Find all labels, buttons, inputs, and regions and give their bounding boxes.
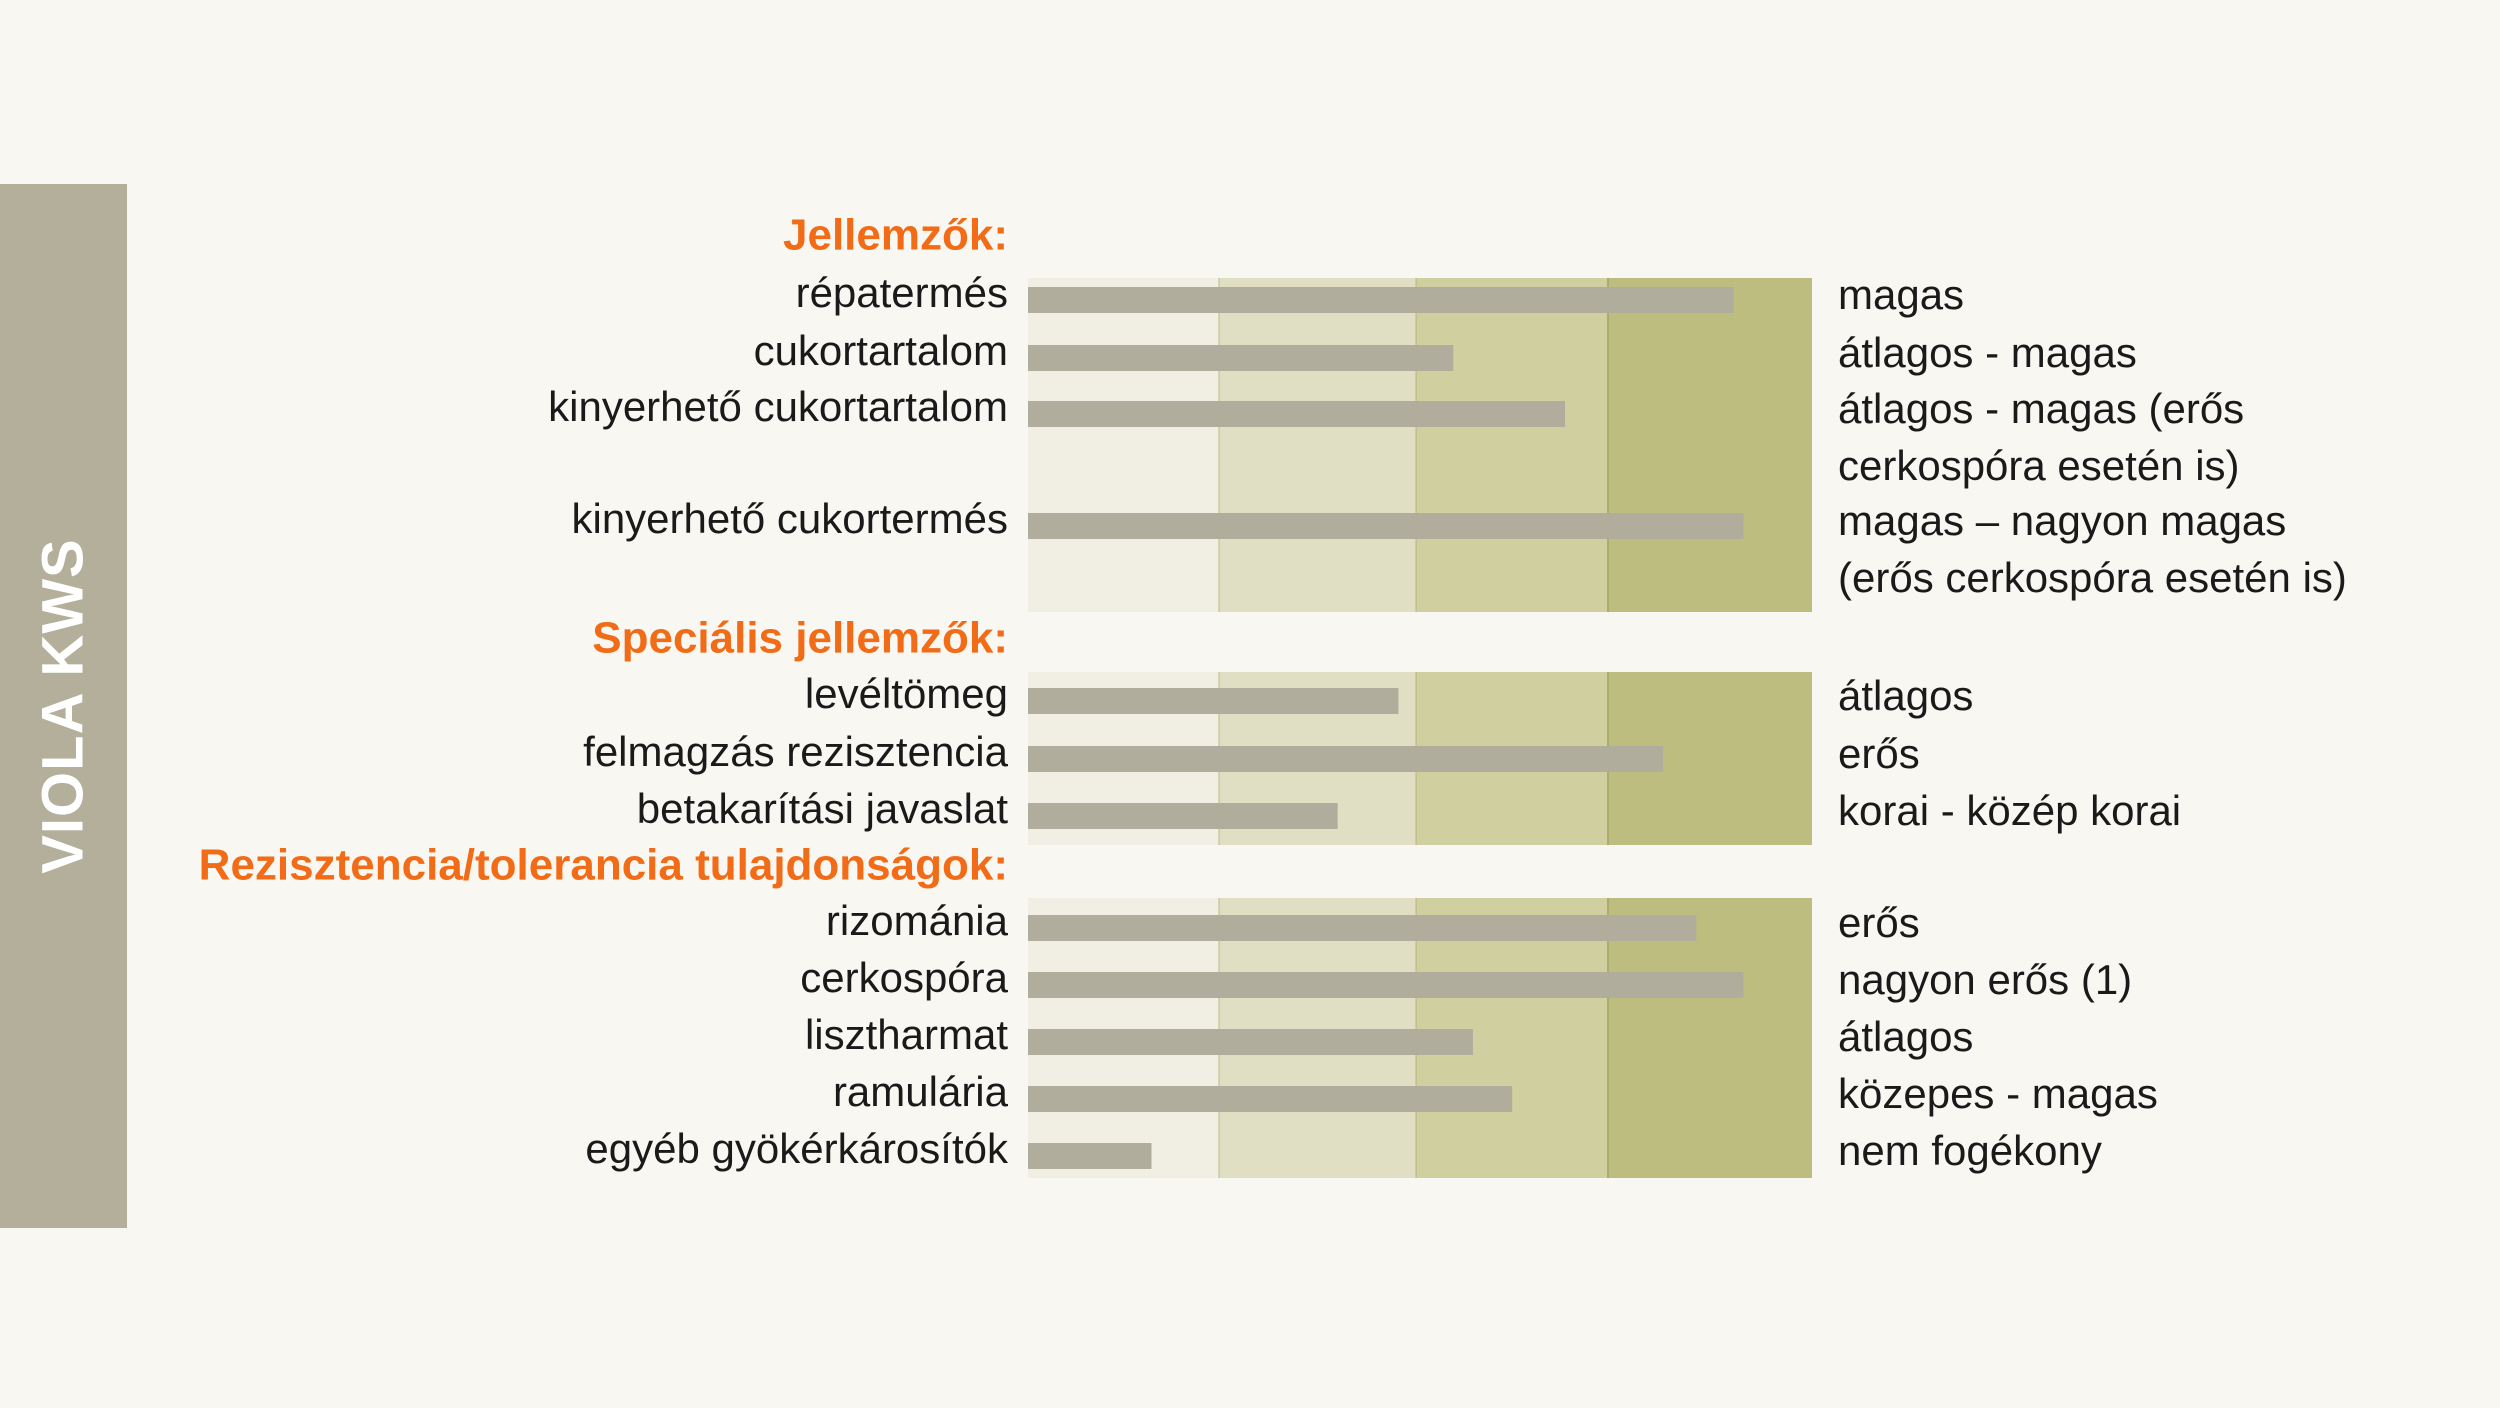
row-label: lisztharmat	[805, 1011, 1008, 1058]
rating-bar	[1028, 688, 1399, 714]
rating-text: átlagos	[1838, 1013, 1973, 1060]
side-band	[0, 184, 127, 1228]
rating-bar	[1028, 1086, 1513, 1112]
zone-band	[1219, 278, 1416, 612]
group-heading: Jellemzők:	[783, 211, 1008, 260]
rating-text: nagyon erős (1)	[1838, 956, 2132, 1003]
row-label: kinyerhető cukortermés	[571, 495, 1008, 542]
rating-text: erős	[1838, 730, 1920, 777]
group-heading: Speciális jellemzők:	[592, 614, 1008, 663]
rating-text: magas	[1838, 271, 1964, 318]
zone-band	[1028, 278, 1219, 612]
rating-bar	[1028, 345, 1454, 371]
rating-text: cerkospóra esetén is)	[1838, 442, 2240, 489]
row-label: rizománia	[826, 897, 1009, 944]
row-label: cerkospóra	[800, 954, 1008, 1001]
rating-bar	[1028, 915, 1697, 941]
row-label: levéltömeg	[805, 670, 1008, 717]
rating-bar	[1028, 1143, 1152, 1169]
row-label: répatermés	[796, 269, 1008, 316]
group-heading: Rezisztencia/tolerancia tulajdonságok:	[199, 841, 1008, 890]
rating-text: közepes - magas	[1838, 1070, 2158, 1117]
row-label: betakarítási javaslat	[637, 785, 1009, 832]
rating-bar	[1028, 513, 1744, 539]
row-label: cukortartalom	[754, 327, 1008, 374]
rating-bar	[1028, 803, 1338, 829]
rating-text: (erős cerkospóra esetén is)	[1838, 554, 2347, 601]
rating-text: magas – nagyon magas	[1838, 497, 2286, 544]
zone-band	[1608, 278, 1812, 612]
row-label: felmagzás rezisztencia	[583, 728, 1008, 775]
rating-bar	[1028, 1029, 1473, 1055]
rating-bar	[1028, 287, 1734, 313]
zone-band	[1416, 278, 1608, 612]
rating-text: átlagos - magas	[1838, 329, 2137, 376]
rating-text: erős	[1838, 899, 1920, 946]
row-label: ramulária	[833, 1068, 1009, 1115]
row-label: egyéb gyökérkárosítók	[585, 1125, 1009, 1172]
zone-band	[1608, 898, 1812, 1178]
rating-bar	[1028, 746, 1664, 772]
rating-text: átlagos	[1838, 672, 1973, 719]
rating-text: nem fogékony	[1838, 1127, 2102, 1174]
rating-text: korai - közép korai	[1838, 787, 2181, 834]
rating-bar	[1028, 972, 1744, 998]
row-label: kinyerhető cukortartalom	[548, 383, 1008, 430]
rating-bar	[1028, 401, 1566, 427]
rating-text: átlagos - magas (erős	[1838, 385, 2244, 432]
